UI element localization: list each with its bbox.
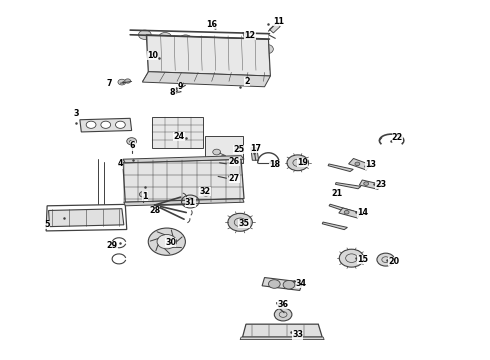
Circle shape (127, 138, 137, 145)
Text: 32: 32 (199, 187, 211, 196)
Text: 13: 13 (366, 161, 376, 170)
Text: 2: 2 (245, 77, 250, 86)
Text: 31: 31 (185, 198, 196, 207)
Text: 33: 33 (292, 330, 303, 339)
Circle shape (118, 79, 126, 85)
Polygon shape (49, 209, 124, 226)
Text: 20: 20 (389, 257, 399, 266)
Text: 6: 6 (130, 141, 135, 150)
Text: 10: 10 (147, 51, 158, 60)
Text: 5: 5 (45, 220, 50, 229)
Polygon shape (124, 199, 244, 206)
Polygon shape (172, 90, 181, 94)
Polygon shape (335, 183, 361, 189)
Text: 14: 14 (357, 208, 368, 217)
Polygon shape (240, 337, 324, 339)
Text: 16: 16 (206, 19, 217, 28)
Polygon shape (80, 118, 132, 132)
Text: 11: 11 (273, 17, 284, 26)
Circle shape (140, 192, 147, 197)
Circle shape (261, 44, 273, 54)
Polygon shape (359, 180, 381, 189)
Polygon shape (147, 35, 270, 76)
Circle shape (220, 156, 226, 160)
Circle shape (364, 182, 368, 185)
Circle shape (339, 249, 364, 267)
Text: 25: 25 (234, 145, 245, 154)
Text: 15: 15 (357, 255, 368, 264)
Circle shape (101, 121, 111, 129)
Text: 24: 24 (173, 132, 185, 141)
Text: 18: 18 (269, 161, 280, 170)
Text: 28: 28 (149, 206, 160, 215)
Polygon shape (217, 175, 224, 180)
Polygon shape (150, 51, 158, 57)
Polygon shape (152, 117, 203, 148)
Circle shape (274, 308, 292, 321)
Polygon shape (251, 148, 259, 160)
Circle shape (116, 121, 125, 129)
Text: 17: 17 (250, 144, 261, 153)
Text: 19: 19 (297, 158, 308, 167)
Polygon shape (143, 72, 270, 87)
Polygon shape (270, 23, 280, 33)
Circle shape (355, 162, 360, 166)
Polygon shape (329, 204, 354, 213)
Polygon shape (243, 32, 251, 39)
Text: 22: 22 (392, 133, 403, 142)
Polygon shape (328, 164, 353, 172)
Polygon shape (123, 159, 244, 202)
Circle shape (287, 155, 309, 171)
Text: 26: 26 (229, 157, 240, 166)
Circle shape (240, 42, 253, 51)
Text: 4: 4 (118, 159, 123, 168)
Text: 21: 21 (331, 189, 343, 198)
Polygon shape (243, 324, 322, 337)
Text: 8: 8 (170, 87, 175, 96)
Circle shape (86, 121, 96, 129)
Text: 34: 34 (295, 279, 307, 288)
Circle shape (148, 228, 185, 255)
Polygon shape (262, 278, 303, 291)
Circle shape (269, 280, 280, 288)
Text: 30: 30 (165, 238, 176, 247)
Text: 12: 12 (245, 31, 255, 40)
Circle shape (220, 161, 226, 165)
Text: 1: 1 (142, 192, 147, 201)
Polygon shape (348, 158, 371, 170)
Circle shape (125, 79, 131, 83)
Text: 3: 3 (74, 109, 79, 118)
Circle shape (220, 40, 233, 49)
Circle shape (202, 191, 209, 196)
Text: 29: 29 (106, 241, 118, 250)
Polygon shape (123, 156, 244, 163)
Text: 9: 9 (178, 82, 183, 91)
Polygon shape (322, 222, 347, 230)
Text: 35: 35 (239, 219, 249, 228)
Circle shape (213, 149, 220, 155)
Text: 23: 23 (375, 180, 387, 189)
Circle shape (283, 280, 295, 289)
Circle shape (157, 234, 176, 249)
Text: 36: 36 (278, 300, 289, 309)
Circle shape (199, 37, 212, 46)
Circle shape (228, 213, 252, 231)
Polygon shape (339, 208, 361, 218)
Circle shape (139, 30, 151, 40)
Text: 7: 7 (106, 79, 112, 88)
Polygon shape (205, 136, 243, 163)
Circle shape (344, 211, 349, 214)
Circle shape (159, 32, 171, 42)
Circle shape (377, 253, 394, 266)
Text: 27: 27 (229, 174, 240, 183)
Circle shape (179, 35, 192, 44)
